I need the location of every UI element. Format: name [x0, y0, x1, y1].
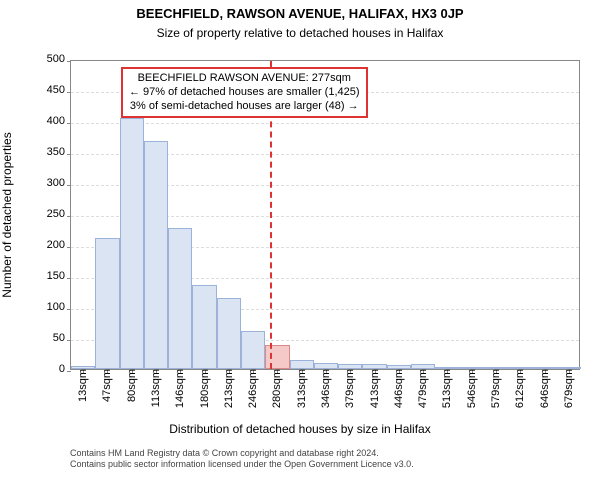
- ytick-label: 50: [53, 332, 71, 344]
- x-axis-label: Distribution of detached houses by size …: [0, 422, 600, 436]
- histogram-bar: [290, 360, 314, 369]
- xtick-label: 479sqm: [417, 369, 429, 408]
- ytick-label: 200: [47, 239, 71, 251]
- xtick-label: 646sqm: [539, 369, 551, 408]
- xtick-label: 113sqm: [150, 369, 162, 407]
- ytick-label: 350: [47, 146, 71, 158]
- ytick-label: 100: [47, 301, 71, 313]
- annotation-line2: ← 97% of detached houses are smaller (1,…: [129, 86, 360, 100]
- histogram-bar: [217, 298, 241, 369]
- annotation-line1: BEECHFIELD RAWSON AVENUE: 277sqm: [129, 72, 360, 86]
- plot-area: 05010015020025030035040045050013sqm47sqm…: [70, 60, 580, 370]
- xtick-label: 47sqm: [101, 369, 113, 402]
- xtick-label: 446sqm: [393, 369, 405, 408]
- grid-line: [71, 123, 579, 124]
- footer: Contains HM Land Registry data © Crown c…: [70, 448, 414, 470]
- xtick-label: 13sqm: [77, 369, 89, 402]
- xtick-label: 213sqm: [223, 369, 235, 408]
- xtick-label: 579sqm: [490, 369, 502, 408]
- histogram-bar: [192, 285, 216, 369]
- histogram-bar: [95, 238, 119, 369]
- histogram-bar: [168, 228, 192, 369]
- ytick-label: 400: [47, 115, 71, 127]
- ytick-label: 450: [47, 84, 71, 96]
- chart-subtitle: Size of property relative to detached ho…: [0, 26, 600, 40]
- annotation-line3: 3% of semi-detached houses are larger (4…: [129, 100, 360, 114]
- ytick-label: 300: [47, 177, 71, 189]
- y-axis-label: Number of detached properties: [0, 132, 14, 297]
- histogram-bar: [144, 141, 168, 369]
- xtick-label: 80sqm: [126, 369, 138, 402]
- xtick-label: 346sqm: [320, 369, 332, 408]
- footer-line2: Contains public sector information licen…: [70, 459, 414, 470]
- ytick-label: 500: [47, 53, 71, 65]
- property-size-chart: BEECHFIELD, RAWSON AVENUE, HALIFAX, HX3 …: [0, 0, 600, 500]
- xtick-label: 413sqm: [369, 369, 381, 408]
- xtick-label: 379sqm: [344, 369, 356, 408]
- chart-title: BEECHFIELD, RAWSON AVENUE, HALIFAX, HX3 …: [0, 6, 600, 21]
- histogram-bar: [120, 118, 144, 369]
- annotation-callout: BEECHFIELD RAWSON AVENUE: 277sqm ← 97% o…: [121, 67, 368, 118]
- xtick-label: 546sqm: [466, 369, 478, 408]
- xtick-label: 180sqm: [199, 369, 211, 408]
- ytick-label: 150: [47, 270, 71, 282]
- xtick-label: 280sqm: [271, 369, 283, 408]
- ytick-label: 250: [47, 208, 71, 220]
- xtick-label: 313sqm: [296, 369, 308, 408]
- xtick-label: 679sqm: [563, 369, 575, 408]
- footer-line1: Contains HM Land Registry data © Crown c…: [70, 448, 414, 459]
- xtick-label: 146sqm: [174, 369, 186, 408]
- ytick-label: 0: [59, 363, 71, 375]
- histogram-bar: [241, 331, 265, 369]
- xtick-label: 612sqm: [514, 369, 526, 408]
- xtick-label: 513sqm: [441, 369, 453, 408]
- xtick-label: 246sqm: [247, 369, 259, 408]
